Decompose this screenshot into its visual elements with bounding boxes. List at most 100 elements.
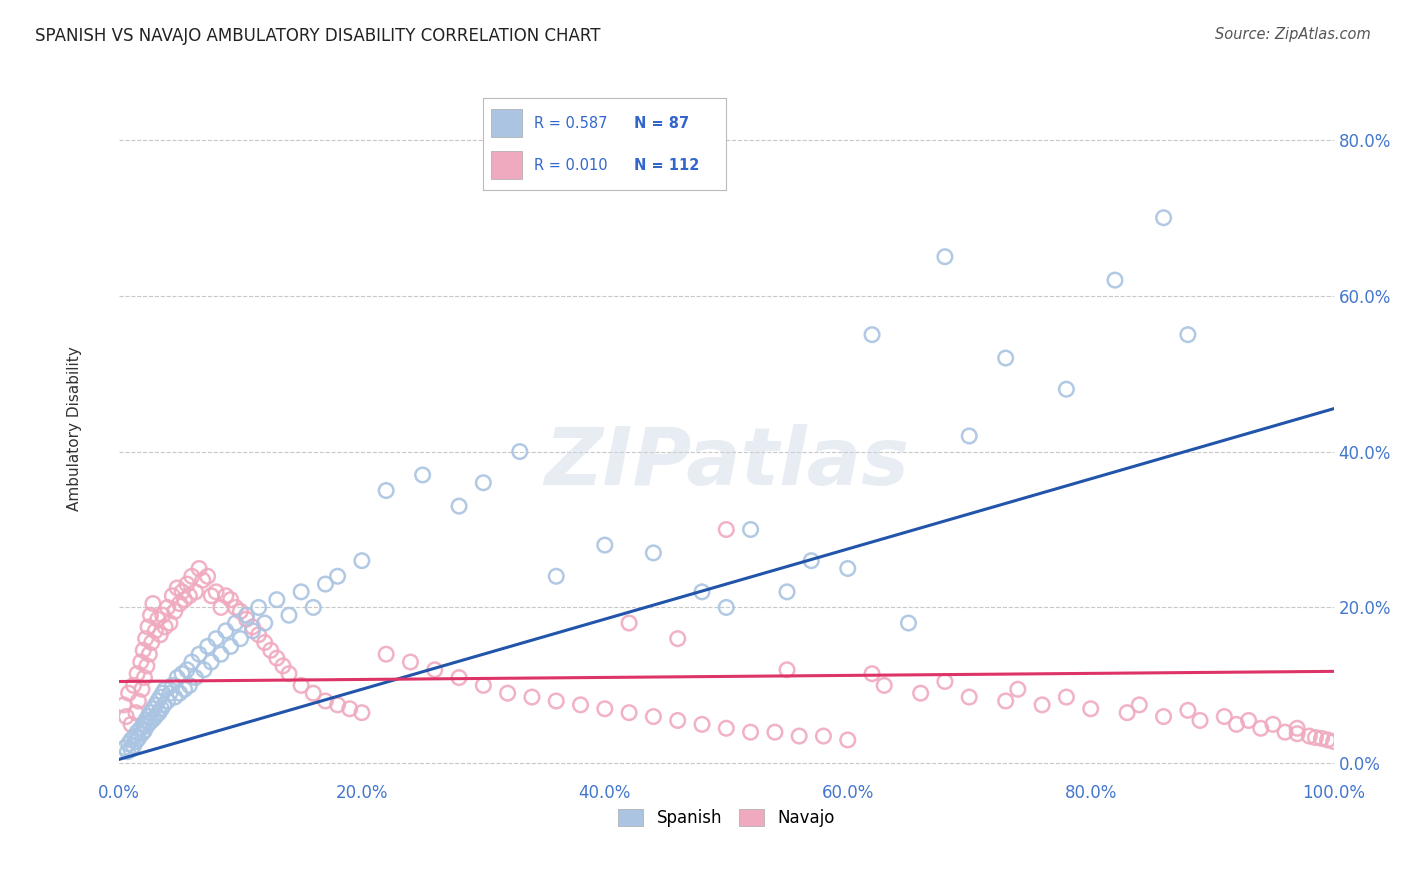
Point bbox=[200, 589, 222, 603]
Point bbox=[740, 523, 762, 537]
Point bbox=[447, 671, 470, 685]
Point bbox=[172, 585, 194, 599]
Point bbox=[1153, 211, 1175, 225]
Point bbox=[134, 671, 156, 685]
Point bbox=[593, 702, 616, 716]
Point bbox=[146, 694, 169, 708]
Point bbox=[193, 663, 215, 677]
Point bbox=[159, 686, 181, 700]
Point bbox=[142, 702, 165, 716]
Point bbox=[139, 706, 162, 720]
Text: ZIPatlas: ZIPatlas bbox=[544, 425, 908, 502]
Point bbox=[127, 694, 149, 708]
Point bbox=[247, 600, 270, 615]
Point bbox=[1316, 733, 1339, 747]
Point bbox=[716, 600, 738, 615]
Point bbox=[643, 546, 665, 560]
Point bbox=[219, 640, 242, 654]
Point bbox=[1298, 729, 1320, 743]
Point bbox=[278, 608, 301, 623]
Point bbox=[146, 612, 169, 626]
Point bbox=[800, 554, 823, 568]
Point bbox=[290, 585, 312, 599]
Point bbox=[149, 628, 172, 642]
Point bbox=[253, 615, 276, 630]
Point bbox=[136, 620, 159, 634]
Point bbox=[153, 620, 176, 634]
Point bbox=[994, 351, 1017, 365]
Point bbox=[132, 717, 155, 731]
Point bbox=[215, 589, 238, 603]
Point bbox=[496, 686, 519, 700]
Point bbox=[1213, 709, 1236, 723]
Point bbox=[690, 585, 713, 599]
Point bbox=[266, 651, 288, 665]
Point bbox=[314, 694, 336, 708]
Point bbox=[873, 678, 896, 692]
Point bbox=[184, 585, 207, 599]
Point bbox=[180, 655, 202, 669]
Point bbox=[173, 592, 195, 607]
Point bbox=[897, 615, 920, 630]
Point bbox=[150, 702, 173, 716]
Point bbox=[278, 666, 301, 681]
Point bbox=[229, 632, 252, 646]
Point bbox=[302, 600, 325, 615]
Point bbox=[162, 589, 184, 603]
Point bbox=[166, 581, 188, 595]
Point bbox=[141, 714, 163, 728]
Point bbox=[763, 725, 786, 739]
Point bbox=[776, 663, 799, 677]
Point bbox=[1261, 717, 1284, 731]
Point bbox=[180, 569, 202, 583]
Point bbox=[125, 734, 148, 748]
Point bbox=[173, 682, 195, 697]
Y-axis label: Ambulatory Disability: Ambulatory Disability bbox=[67, 346, 83, 510]
Point bbox=[135, 719, 157, 733]
Point bbox=[229, 604, 252, 618]
Point bbox=[314, 577, 336, 591]
Point bbox=[129, 721, 152, 735]
Point bbox=[129, 655, 152, 669]
Point bbox=[350, 706, 373, 720]
Point bbox=[643, 709, 665, 723]
Point bbox=[145, 698, 167, 712]
Point bbox=[152, 686, 174, 700]
Point bbox=[188, 647, 211, 661]
Point bbox=[127, 666, 149, 681]
Point bbox=[260, 643, 283, 657]
Point bbox=[957, 690, 980, 704]
Legend: Spanish, Navajo: Spanish, Navajo bbox=[612, 802, 841, 834]
Point bbox=[1177, 703, 1199, 717]
Point bbox=[124, 729, 146, 743]
Point bbox=[569, 698, 592, 712]
Point bbox=[242, 624, 264, 638]
Point bbox=[159, 615, 181, 630]
Point bbox=[156, 600, 179, 615]
Point bbox=[1007, 682, 1029, 697]
Point bbox=[302, 686, 325, 700]
Point bbox=[860, 666, 883, 681]
Point bbox=[253, 635, 276, 649]
Point bbox=[837, 561, 859, 575]
Point bbox=[120, 733, 142, 747]
Point bbox=[1286, 727, 1309, 741]
Point bbox=[1323, 734, 1346, 748]
Point bbox=[122, 739, 145, 754]
Point bbox=[191, 573, 214, 587]
Point bbox=[787, 729, 810, 743]
Point bbox=[138, 647, 160, 661]
Point bbox=[1153, 709, 1175, 723]
Point bbox=[149, 690, 172, 704]
Point bbox=[197, 640, 219, 654]
Point bbox=[188, 561, 211, 575]
Point bbox=[1128, 698, 1150, 712]
Point bbox=[205, 632, 228, 646]
Point bbox=[1188, 714, 1211, 728]
Point bbox=[200, 655, 222, 669]
Point bbox=[135, 632, 157, 646]
Point bbox=[339, 702, 361, 716]
Point bbox=[1104, 273, 1126, 287]
Point bbox=[142, 597, 165, 611]
Point bbox=[135, 714, 157, 728]
